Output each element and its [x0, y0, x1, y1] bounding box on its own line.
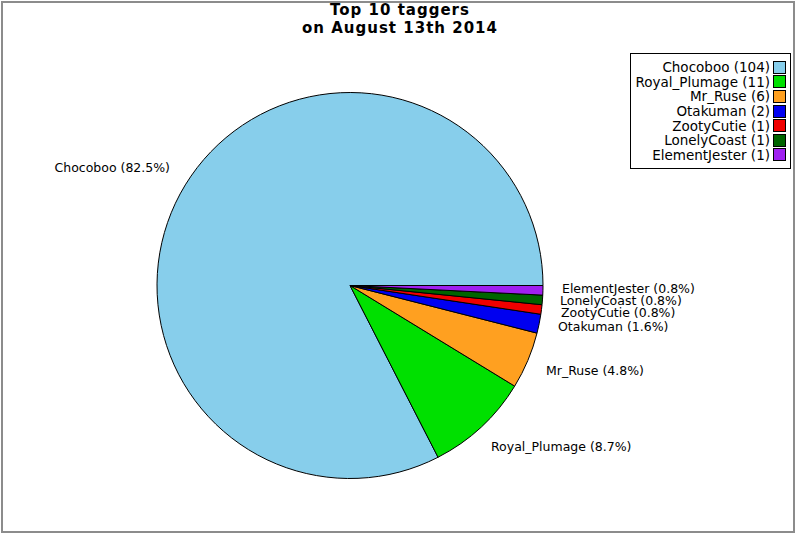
slice-label-Royal_Plumage: Royal_Plumage (8.7%)	[491, 439, 631, 454]
legend-label-Royal_Plumage: Royal_Plumage (11)	[635, 75, 770, 89]
legend-swatch-LonelyCoast	[773, 134, 786, 147]
legend-box: Chocoboo (104)Royal_Plumage (11)Mr_Ruse …	[630, 53, 791, 169]
legend-row-ElementJester: ElementJester (1)	[635, 148, 786, 163]
legend-row-LonelyCoast: LonelyCoast (1)	[635, 133, 786, 148]
legend-label-Otakuman: Otakuman (2)	[676, 104, 770, 118]
legend-label-Mr_Ruse: Mr_Ruse (6)	[690, 89, 770, 103]
legend-swatch-Royal_Plumage	[773, 75, 786, 88]
legend-label-LonelyCoast: LonelyCoast (1)	[664, 133, 770, 147]
legend-row-Mr_Ruse: Mr_Ruse (6)	[635, 89, 786, 104]
legend-label-Chocoboo: Chocoboo (104)	[662, 60, 770, 74]
legend-row-Royal_Plumage: Royal_Plumage (11)	[635, 75, 786, 90]
slice-label-Mr_Ruse: Mr_Ruse (4.8%)	[546, 363, 644, 378]
legend-swatch-Otakuman	[773, 105, 786, 118]
legend-swatch-Chocoboo	[773, 61, 786, 74]
legend-swatch-Mr_Ruse	[773, 90, 786, 103]
slice-label-Otakuman: Otakuman (1.6%)	[558, 319, 668, 334]
legend-swatch-ZootyCutie	[773, 119, 786, 132]
legend-label-ZootyCutie: ZootyCutie (1)	[672, 119, 770, 133]
legend-swatch-ElementJester	[773, 148, 786, 161]
legend-row-Chocoboo: Chocoboo (104)	[635, 60, 786, 75]
slice-label-Chocoboo: Chocoboo (82.5%)	[55, 160, 171, 175]
slice-label-ElementJester: ElementJester (0.8%)	[562, 281, 695, 296]
legend-row-Otakuman: Otakuman (2)	[635, 104, 786, 119]
legend-row-ZootyCutie: ZootyCutie (1)	[635, 118, 786, 133]
legend-label-ElementJester: ElementJester (1)	[652, 148, 770, 162]
